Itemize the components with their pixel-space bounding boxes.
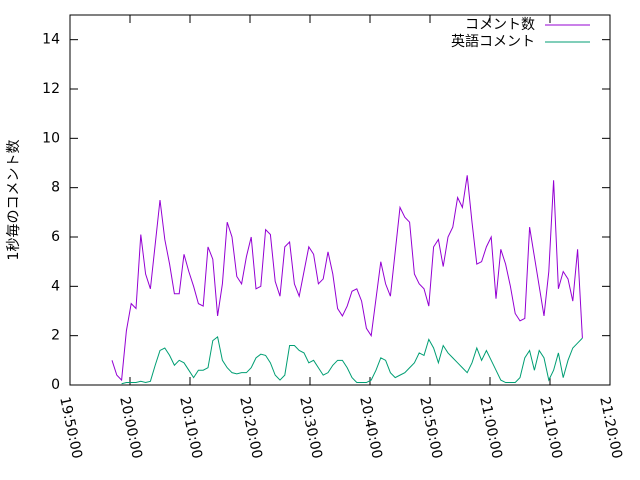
x-tick-label: 20:10:00	[176, 395, 205, 460]
legend-label: コメント数	[465, 17, 535, 33]
y-tick-label: 12	[42, 81, 60, 97]
y-tick-label: 2	[51, 328, 60, 344]
y-tick-label: 10	[42, 130, 60, 146]
x-tick-label: 20:20:00	[236, 395, 265, 460]
y-tick-label: 6	[51, 229, 60, 245]
y-tick-label: 8	[51, 180, 60, 196]
y-tick-label: 0	[51, 377, 60, 393]
x-tick-label: 19:50:00	[56, 395, 85, 460]
series-line	[111, 175, 583, 382]
x-tick-label: 20:40:00	[356, 395, 385, 460]
legend-label: 英語コメント	[451, 33, 535, 50]
y-tick-label: 14	[42, 32, 60, 48]
plot-frame	[69, 14, 611, 386]
series-line	[121, 336, 583, 385]
x-tick-label: 21:20:00	[596, 395, 625, 460]
y-tick-label: 4	[51, 278, 60, 294]
y-axis-label: 1秒毎のコメント数	[6, 140, 22, 261]
x-tick-label: 20:00:00	[116, 395, 145, 460]
x-tick-label: 21:00:00	[476, 395, 505, 460]
x-tick-label: 20:50:00	[416, 395, 445, 460]
x-tick-label: 21:10:00	[536, 395, 565, 460]
x-tick-label: 20:30:00	[296, 395, 325, 460]
